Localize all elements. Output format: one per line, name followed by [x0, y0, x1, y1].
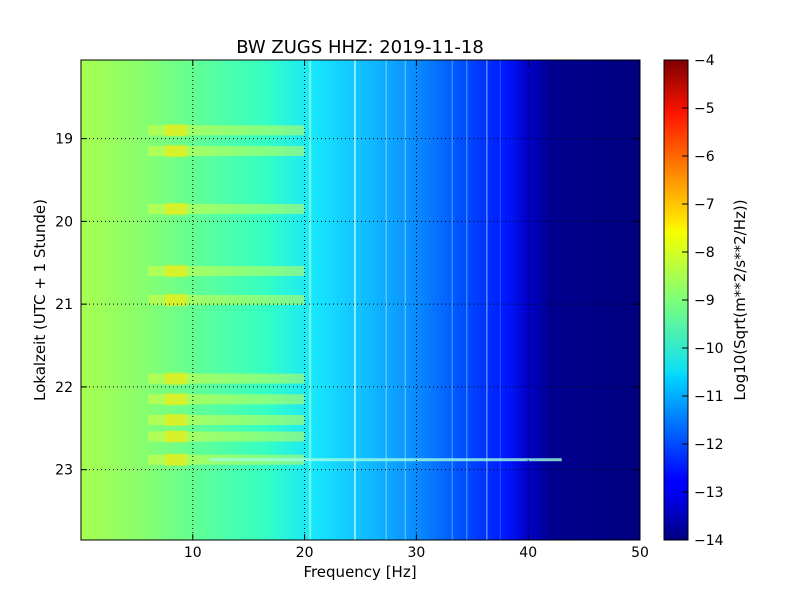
colorbar-tick-label: −14 [694, 533, 724, 549]
y-tick-label: 20 [55, 214, 73, 230]
grid-layer [81, 60, 640, 540]
time-band [148, 295, 305, 305]
time-band [148, 431, 305, 442]
plot-area [81, 60, 640, 540]
time-band [148, 125, 305, 136]
colorbar-axis: −4 −5 −6 −7 −8 −9 −10 −11 −12 −13 −14 [682, 53, 724, 549]
x-tick-label: 50 [631, 545, 649, 561]
y-axis: 19 20 21 22 23 [55, 132, 640, 479]
colorbar-tick-label: −10 [694, 341, 724, 357]
colorbar-tick-label: −8 [694, 245, 715, 261]
y-axis-label: Lokalzeit (UTC + 1 Stunde) [31, 199, 49, 401]
x-axis-label: Frequency [Hz] [303, 563, 416, 581]
time-band-peak [164, 414, 188, 426]
time-band-peak [164, 372, 188, 385]
time-band-peak [164, 124, 188, 137]
time-band-peak [164, 453, 188, 466]
colorbar-tick-label: −7 [694, 197, 715, 213]
plot-frame [80, 59, 641, 541]
colorbar-tick-label: −6 [694, 149, 715, 165]
x-tick-label: 30 [407, 545, 425, 561]
colorbar-tick-label: −5 [694, 101, 715, 117]
noise-stripe [209, 458, 562, 462]
time-band [148, 394, 305, 405]
time-band-layer [148, 124, 562, 466]
colorbar-tick-label: −12 [694, 437, 724, 453]
colorbar-tick-label: −11 [694, 389, 724, 405]
time-band [148, 203, 305, 214]
colorbar-tick-label: −9 [694, 293, 715, 309]
time-band [148, 373, 305, 384]
colorbar-label: Log10(Sqrt(m**2/s**2/Hz)) [731, 199, 749, 400]
chart-title: BW ZUGS HHZ: 2019-11-18 [236, 37, 484, 58]
y-tick-label: 22 [55, 380, 73, 396]
x-tick-label: 10 [184, 545, 202, 561]
time-band-peak [164, 393, 188, 406]
time-band-peak [164, 265, 188, 278]
x-axis: 10 20 30 40 50 [184, 60, 649, 561]
colorbar-tick-label: −4 [694, 53, 715, 69]
time-band-peak [164, 145, 188, 158]
time-band-peak [164, 294, 188, 306]
time-band [148, 266, 305, 277]
x-tick-label: 20 [296, 545, 314, 561]
y-tick-label: 23 [55, 463, 73, 479]
time-band [148, 146, 305, 157]
y-tick-label: 21 [55, 297, 73, 313]
x-tick-label: 40 [519, 545, 537, 561]
colorbar-tick-label: −13 [694, 485, 724, 501]
time-band [148, 415, 305, 425]
time-band-peak [164, 430, 188, 443]
y-tick-label: 19 [55, 132, 73, 148]
time-band-peak [164, 202, 188, 215]
